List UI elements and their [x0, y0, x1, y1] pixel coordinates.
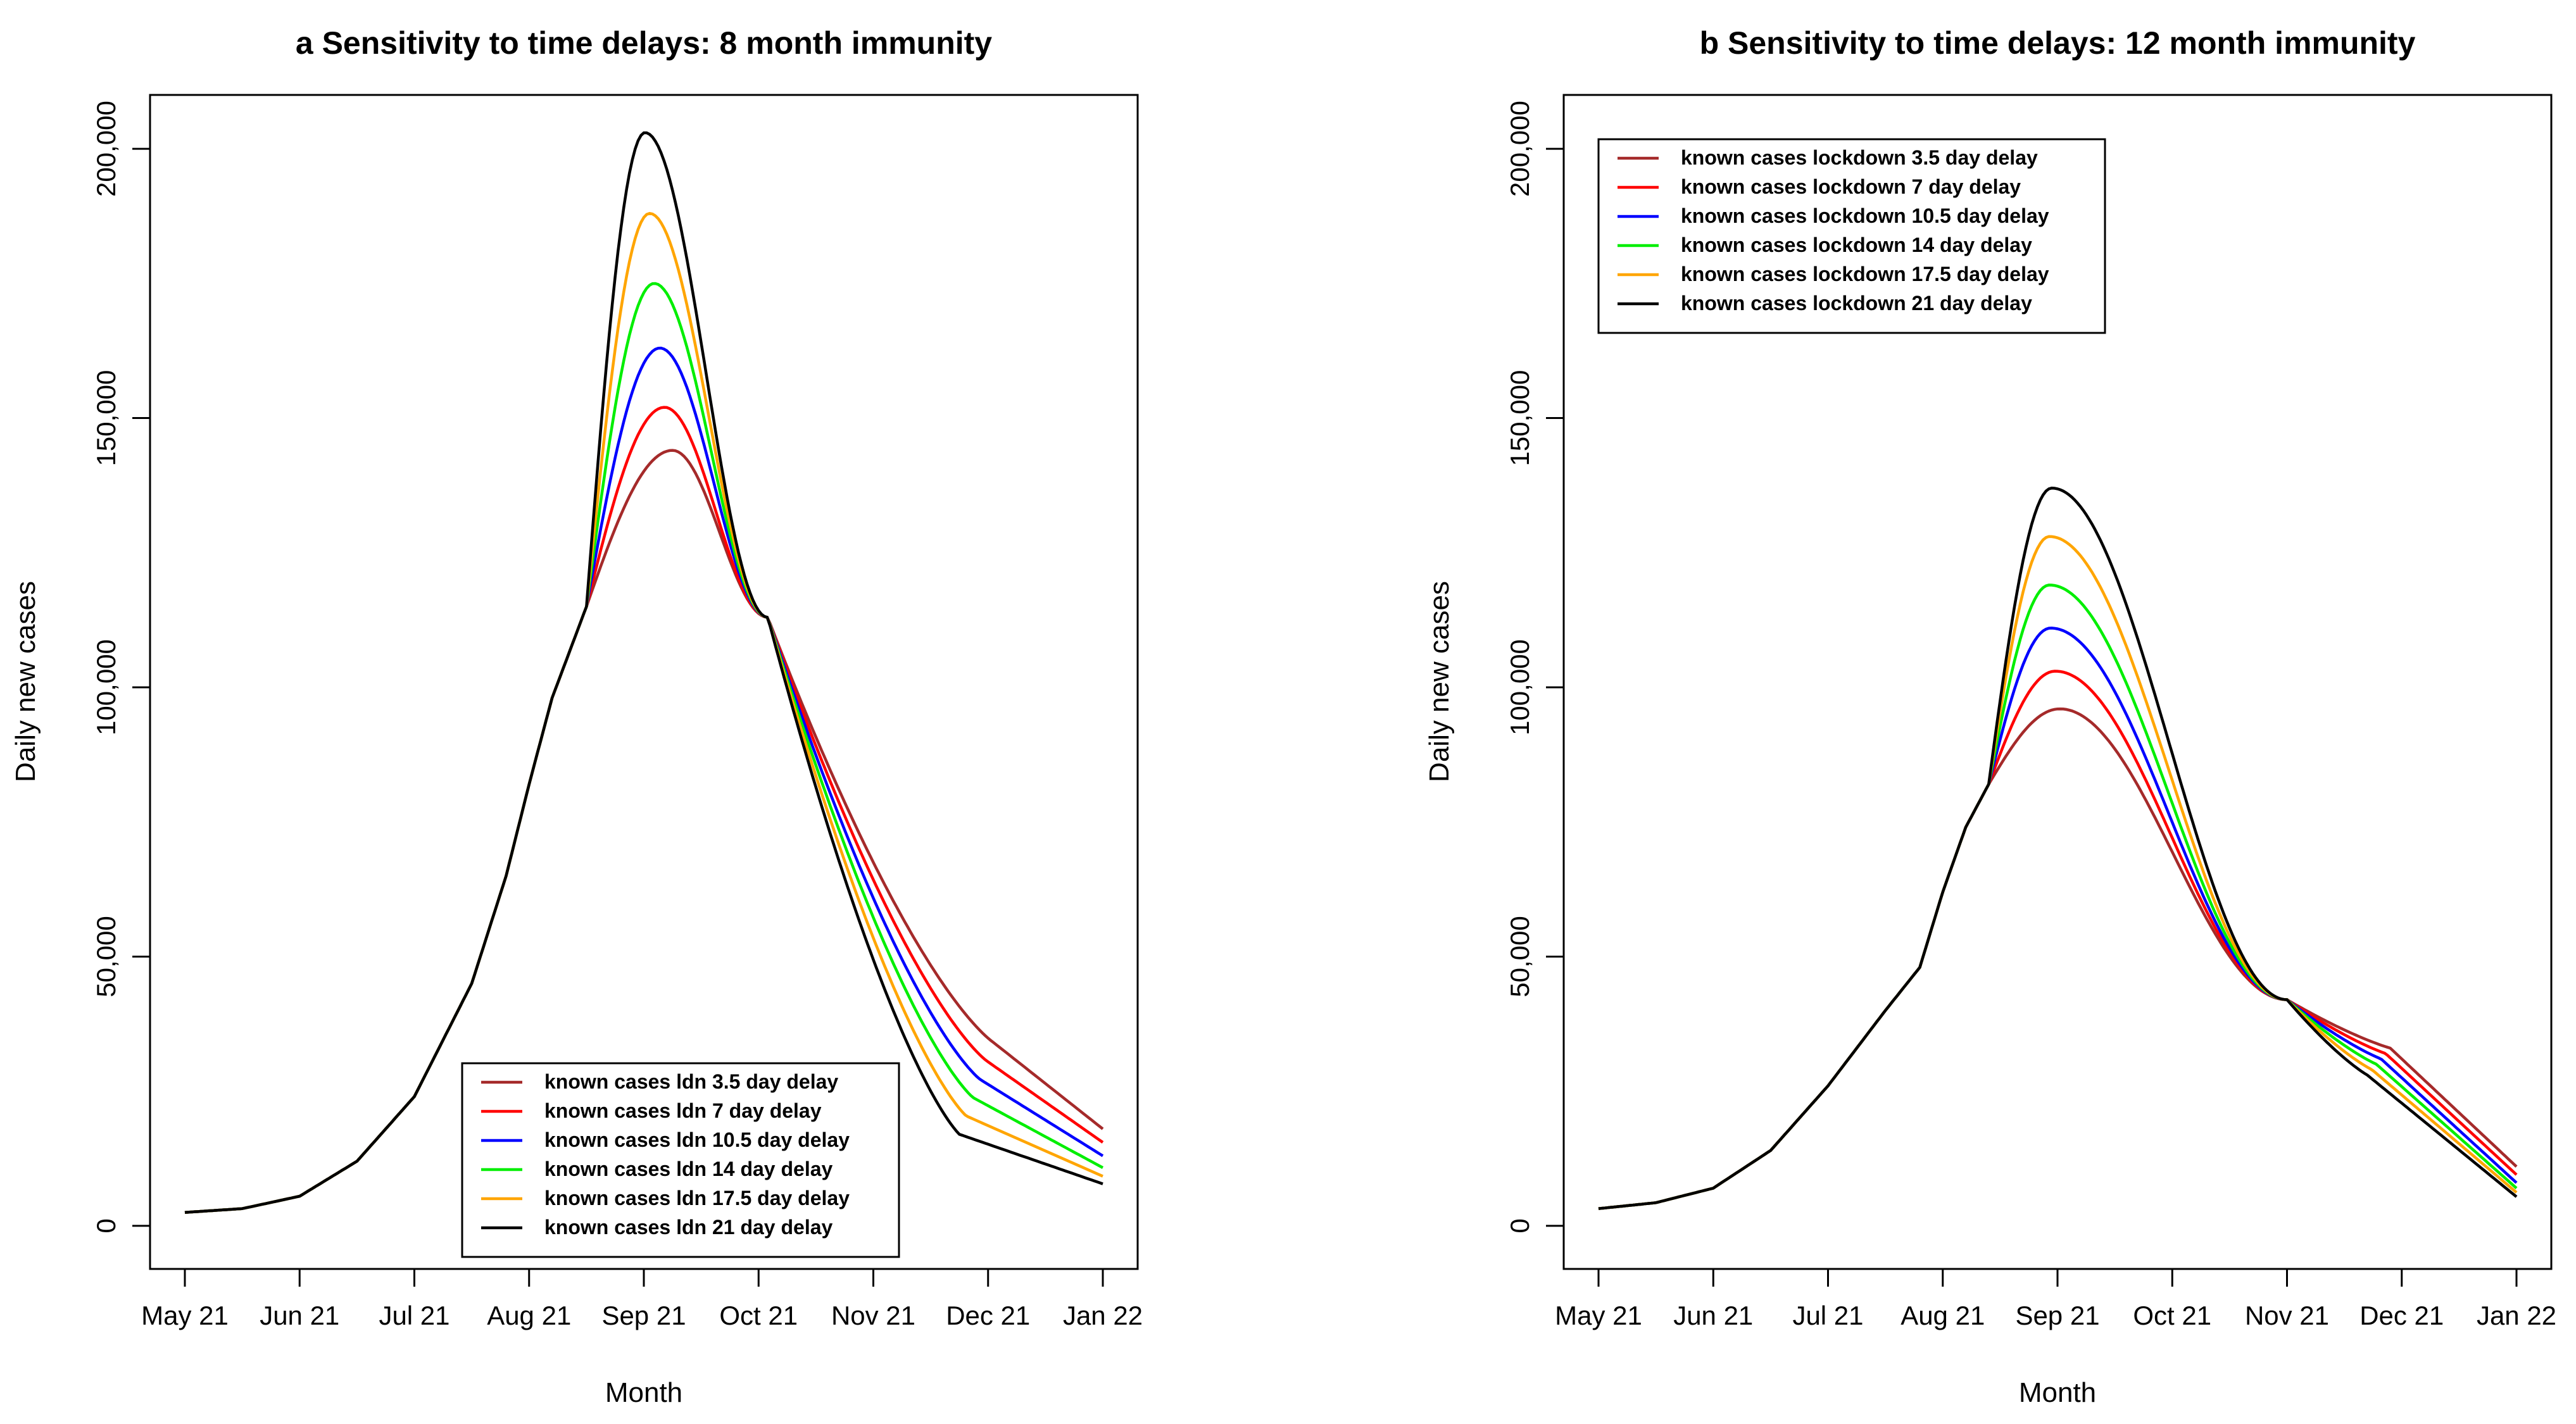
legend-label: known cases ldn 7 day delay	[544, 1099, 822, 1122]
x-tick-label: Jan 22	[1063, 1301, 1143, 1330]
x-tick-label: Nov 21	[831, 1301, 915, 1330]
legend-label: known cases ldn 10.5 day delay	[544, 1128, 850, 1151]
legend-label: known cases lockdown 17.5 day delay	[1681, 263, 2049, 285]
y-tick-label: 100,000	[1505, 639, 1535, 735]
legend-label: known cases ldn 17.5 day delay	[544, 1187, 850, 1209]
x-axis-label-a: Month	[605, 1377, 682, 1408]
y-axis-label-b: Daily new cases	[1424, 581, 1455, 782]
y-ticks-b: 0 50,000 100,000 150,000 200,000	[1505, 101, 1564, 1234]
y-ticks-a: 0 50,000 100,000 150,000 200,000	[91, 101, 150, 1234]
y-tick-label: 50,000	[1505, 916, 1535, 997]
y-tick-label: 0	[91, 1218, 121, 1233]
x-ticks-b: May 21 Jun 21 Jul 21 Aug 21 Sep 21 Oct 21 Nov …	[1555, 1269, 2556, 1330]
x-tick-label: Aug 21	[1901, 1301, 1985, 1330]
legend-box	[1597, 138, 2106, 334]
legend-a: known cases ldn 3.5 day delay known cases…	[461, 1062, 900, 1258]
x-tick-label: May 21	[1555, 1301, 1642, 1330]
series-line	[1598, 535, 2518, 1210]
legend-label: known cases lockdown 7 day delay	[1681, 175, 2021, 198]
legend-label: known cases ldn 3.5 day delay	[544, 1070, 838, 1093]
x-tick-label: Jun 21	[1673, 1301, 1753, 1330]
series-line	[1598, 584, 2518, 1210]
x-tick-label: Jul 21	[379, 1301, 449, 1330]
x-tick-label: Dec 21	[2359, 1301, 2444, 1330]
series-lines-a	[184, 131, 1104, 1214]
y-tick-label: 100,000	[91, 639, 121, 735]
y-tick-label: 50,000	[91, 916, 121, 997]
x-tick-label: Aug 21	[487, 1301, 571, 1330]
y-tick-label: 150,000	[91, 370, 121, 466]
x-tick-label: Oct 21	[719, 1301, 798, 1330]
y-tick-label: 200,000	[1505, 101, 1535, 197]
legend-label: known cases ldn 21 day delay	[544, 1216, 833, 1239]
series-lines-b	[1598, 486, 2518, 1210]
x-tick-label: Sep 21	[601, 1301, 686, 1330]
x-tick-label: May 21	[141, 1301, 229, 1330]
y-tick-label: 200,000	[91, 101, 121, 197]
x-tick-label: Jul 21	[1792, 1301, 1863, 1330]
x-ticks-a: May 21 Jun 21 Jul 21 Aug 21 Sep 21 Oct 21 Nov …	[141, 1269, 1143, 1330]
series-line	[1598, 670, 2518, 1210]
y-tick-label: 150,000	[1505, 370, 1535, 466]
chart-title-a: a Sensitivity to time delays: 8 month im…	[296, 25, 992, 61]
panel-b: b Sensitivity to time delays: 12 month i…	[1424, 25, 2556, 1408]
x-tick-label: Nov 21	[2245, 1301, 2329, 1330]
legend-b: known cases lockdown 3.5 day delay known …	[1597, 138, 2106, 334]
legend-label: known cases lockdown 3.5 day delay	[1681, 146, 2038, 169]
x-tick-label: Jan 22	[2477, 1301, 2556, 1330]
legend-label: known cases ldn 14 day delay	[544, 1158, 833, 1180]
legend-box	[461, 1062, 900, 1258]
series-line	[184, 131, 1103, 1214]
legend-label: known cases lockdown 21 day delay	[1681, 292, 2032, 315]
x-tick-label: Sep 21	[2015, 1301, 2099, 1330]
legend-label: known cases lockdown 10.5 day delay	[1681, 204, 2049, 227]
x-tick-label: Oct 21	[2133, 1301, 2211, 1330]
x-tick-label: Jun 21	[260, 1301, 339, 1330]
legend-label: known cases lockdown 14 day delay	[1681, 234, 2032, 256]
x-tick-label: Dec 21	[946, 1301, 1030, 1330]
chart-title-b: b Sensitivity to time delays: 12 month i…	[1700, 25, 2416, 61]
series-line	[1598, 627, 2518, 1210]
series-line	[1598, 486, 2518, 1210]
panel-a: a Sensitivity to time delays: 8 month im…	[10, 25, 1143, 1408]
y-tick-label: 0	[1505, 1218, 1535, 1233]
y-axis-label-a: Daily new cases	[10, 581, 41, 782]
series-line	[1598, 707, 2518, 1210]
x-axis-label-b: Month	[2019, 1377, 2096, 1408]
